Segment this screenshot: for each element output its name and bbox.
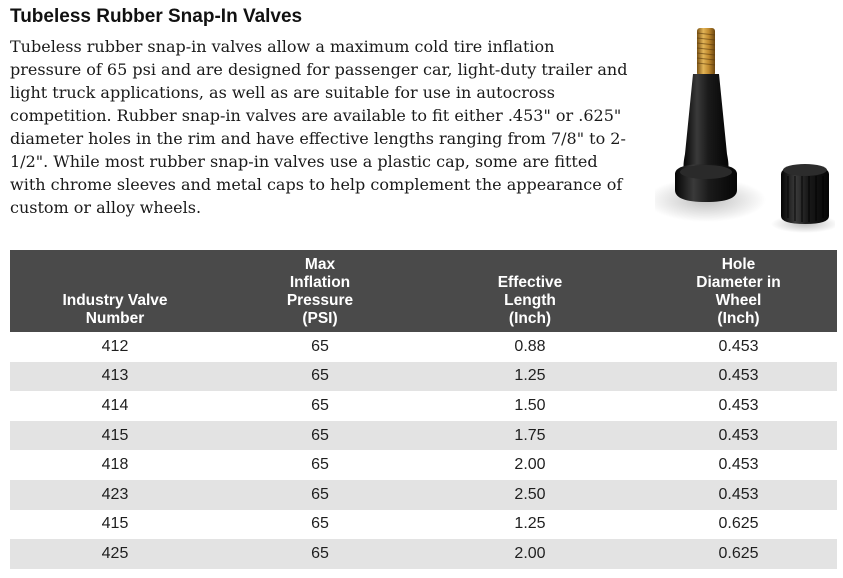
description-line: competition. Rubber snap-in valves are a…	[10, 106, 622, 125]
table-row: 418 65 2.00 0.453	[10, 450, 837, 480]
cell-valve-number: 425	[10, 539, 220, 569]
cell-valve-number: 413	[10, 361, 220, 392]
table-header: Industry Valve Number Max Inflation Pres…	[10, 250, 837, 332]
column-header-valve-number: Industry Valve Number	[10, 250, 220, 332]
valve-spec-table: Industry Valve Number Max Inflation Pres…	[10, 250, 837, 569]
cell-valve-number: 418	[10, 450, 220, 480]
table-row: 412 65 0.88 0.453	[10, 332, 837, 362]
valve-stem-icon	[655, 28, 766, 222]
table-row: 425 65 2.00 0.625	[10, 539, 837, 569]
description-line: 1/2". While most rubber snap-in valves u…	[10, 152, 598, 171]
cell-effective-length: 1.25	[420, 509, 640, 540]
cell-max-pressure: 65	[220, 391, 420, 421]
column-header-max-pressure: Max Inflation Pressure (PSI)	[220, 250, 420, 332]
cell-valve-number: 414	[10, 391, 220, 421]
cell-hole-diameter: 0.453	[640, 479, 837, 510]
cell-hole-diameter: 0.453	[640, 332, 837, 362]
column-header-effective-length: Effective Length (Inch)	[420, 250, 640, 332]
cell-max-pressure: 65	[220, 479, 420, 510]
cell-effective-length: 2.50	[420, 479, 640, 510]
description-line: diameter holes in the rim and have effec…	[10, 129, 626, 148]
cell-effective-length: 1.50	[420, 391, 640, 421]
cell-max-pressure: 65	[220, 420, 420, 451]
cell-effective-length: 2.00	[420, 450, 640, 480]
cell-hole-diameter: 0.453	[640, 420, 837, 451]
cell-hole-diameter: 0.453	[640, 450, 837, 480]
cell-valve-number: 415	[10, 509, 220, 540]
cell-max-pressure: 65	[220, 332, 420, 362]
table-row: 414 65 1.50 0.453	[10, 391, 837, 421]
cell-hole-diameter: 0.453	[640, 361, 837, 392]
description-line: light truck applications, as well as are…	[10, 83, 555, 102]
description-line: pressure of 65 psi and are designed for …	[10, 60, 628, 79]
cell-valve-number: 412	[10, 332, 220, 362]
page-title: Tubeless Rubber Snap-In Valves	[10, 6, 303, 27]
valve-product-image	[655, 28, 835, 233]
table-row: 415 65 1.75 0.453	[10, 420, 837, 451]
cell-hole-diameter: 0.625	[640, 509, 837, 540]
cell-max-pressure: 65	[220, 539, 420, 569]
cell-valve-number: 423	[10, 479, 220, 510]
valve-cap-icon	[771, 164, 835, 233]
table-row: 423 65 2.50 0.453	[10, 479, 837, 510]
cell-effective-length: 2.00	[420, 539, 640, 569]
description-line: Tubeless rubber snap-in valves allow a m…	[10, 37, 555, 56]
table-row: 413 65 1.25 0.453	[10, 361, 837, 392]
description-paragraph: Tubeless rubber snap-in valves allow a m…	[10, 35, 640, 219]
cell-max-pressure: 65	[220, 450, 420, 480]
table-row: 415 65 1.25 0.625	[10, 509, 837, 540]
cell-valve-number: 415	[10, 420, 220, 451]
cell-effective-length: 1.25	[420, 361, 640, 392]
cell-effective-length: 0.88	[420, 332, 640, 362]
description-line: with chrome sleeves and metal caps to he…	[10, 175, 623, 194]
cell-effective-length: 1.75	[420, 420, 640, 451]
description-line: custom or alloy wheels.	[10, 198, 202, 217]
cell-max-pressure: 65	[220, 361, 420, 392]
cell-hole-diameter: 0.453	[640, 391, 837, 421]
cell-hole-diameter: 0.625	[640, 539, 837, 569]
column-header-hole-diameter: Hole Diameter in Wheel (Inch)	[640, 250, 837, 332]
cell-max-pressure: 65	[220, 509, 420, 540]
